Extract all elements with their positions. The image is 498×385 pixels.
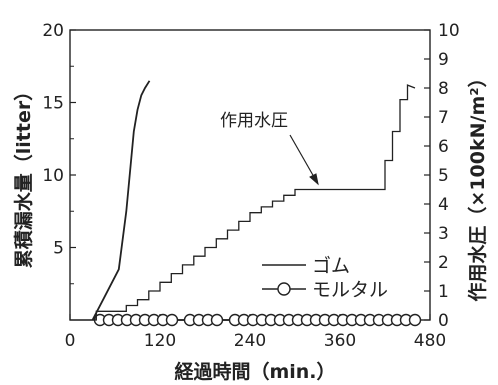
y-right-tick-label: 10 xyxy=(438,21,460,41)
x-tick-label: 480 xyxy=(414,331,446,351)
pressure-annotation: 作用水圧 xyxy=(220,111,288,131)
series-marker xyxy=(165,313,179,327)
series-line-0 xyxy=(91,80,151,321)
legend-label: モルタル xyxy=(312,279,388,301)
x-axis-title: 経過時間（min.） xyxy=(174,360,335,383)
y-right-tick-label: 3 xyxy=(438,224,449,244)
axes-layer xyxy=(69,29,431,321)
y-left-tick-label: 5 xyxy=(53,239,64,259)
y-right-tick-label: 2 xyxy=(438,253,449,273)
x-tick-label: 360 xyxy=(324,331,356,351)
y-right-tick-label: 9 xyxy=(438,50,449,70)
y-left-tick-label: 20 xyxy=(42,21,64,41)
series-marker xyxy=(210,313,224,327)
y-left-axis-title: 累積漏水量（litter） xyxy=(12,82,35,268)
y-right-tick-label: 0 xyxy=(438,311,449,331)
y-right-tick-label: 5 xyxy=(438,166,449,186)
y-left-tick-label: 15 xyxy=(42,94,64,114)
annotation-arrowhead xyxy=(309,173,319,186)
series-marker xyxy=(408,313,422,327)
x-tick-label: 0 xyxy=(65,331,76,351)
legend-label: ゴム xyxy=(312,255,350,277)
y-right-tick-label: 6 xyxy=(438,137,449,157)
legend-marker xyxy=(277,282,291,296)
labels-layer: 0 120 240 360 480 5 10 15 20 0 1 2 3 4 5 6 7 8 9 10 経過時間（min… xyxy=(12,21,489,383)
series-layer xyxy=(70,80,422,327)
y-right-tick-label: 4 xyxy=(438,195,449,215)
y-right-tick-label: 1 xyxy=(438,282,449,302)
y-right-tick-label: 7 xyxy=(438,108,449,128)
y-left-tick-label: 10 xyxy=(42,166,64,186)
x-tick-label: 240 xyxy=(234,331,266,351)
y-right-axis-title: 作用水圧（×100kN/m²） xyxy=(466,68,489,301)
series-line-2 xyxy=(70,84,416,321)
x-tick-label: 120 xyxy=(144,331,176,351)
plot-frame xyxy=(69,29,431,321)
y-right-tick-label: 8 xyxy=(438,79,449,99)
